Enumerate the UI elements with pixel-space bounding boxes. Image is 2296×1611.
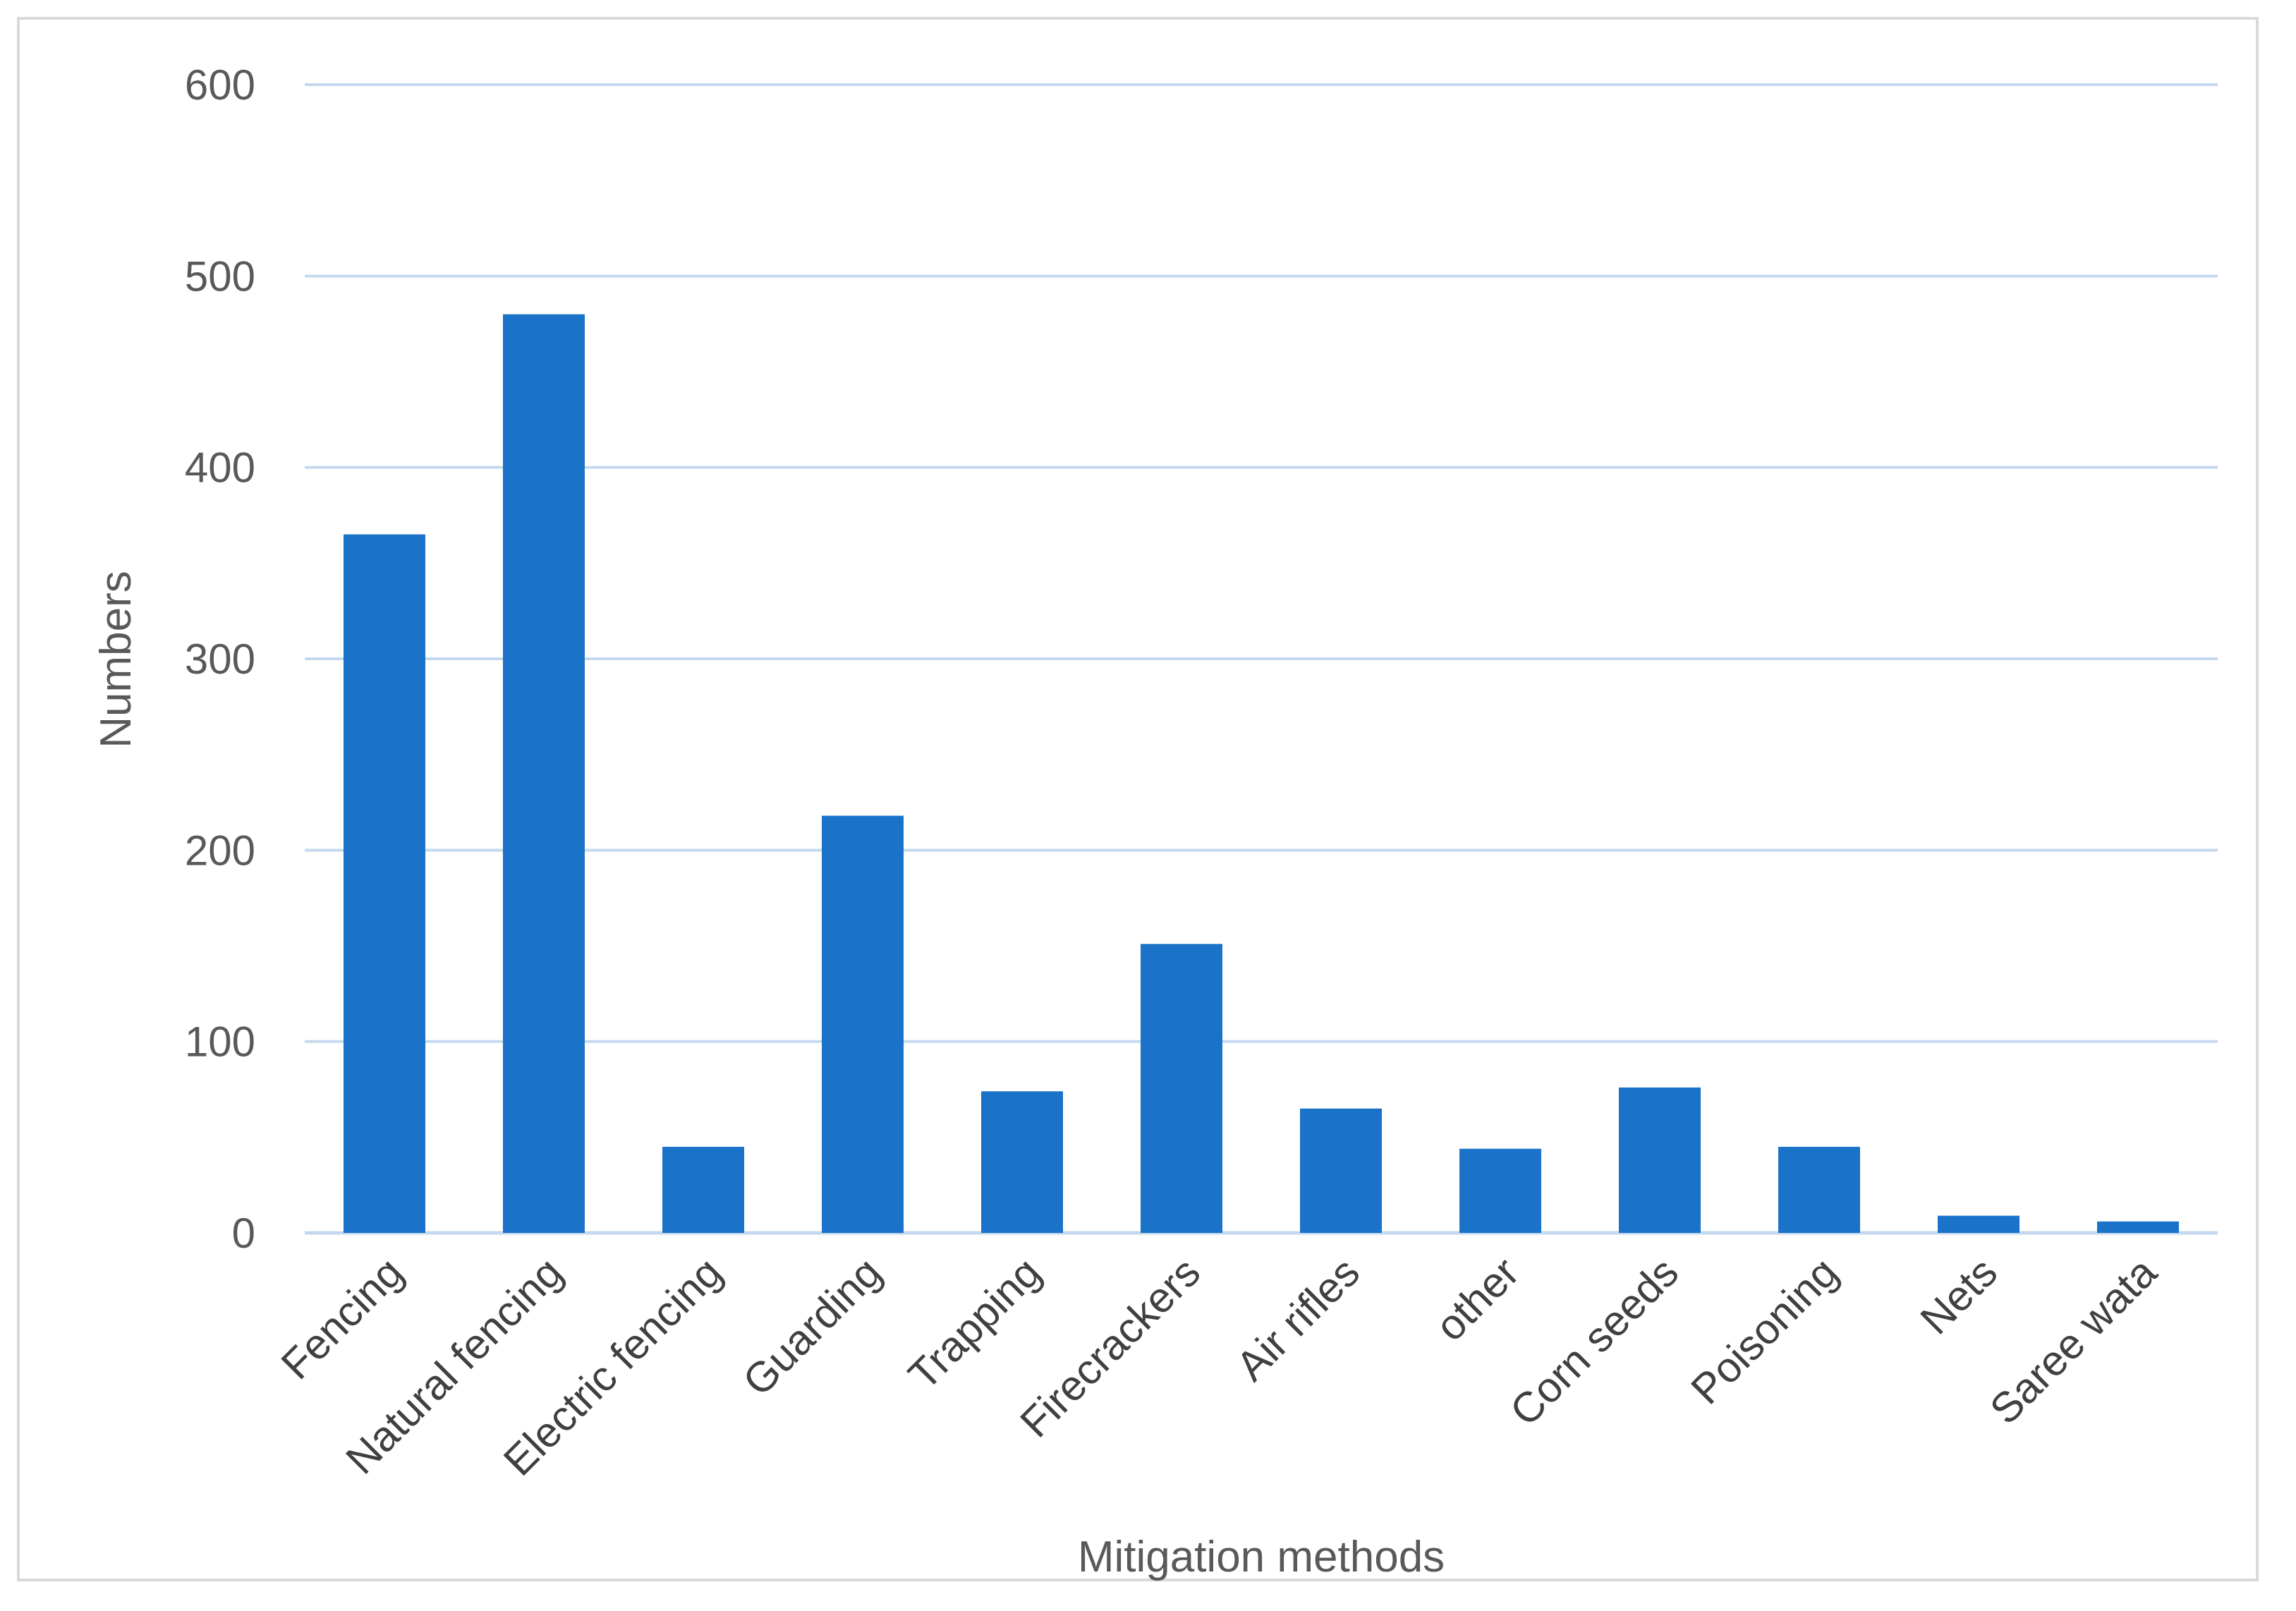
x-tick-label: Trapping xyxy=(899,1248,1050,1399)
bar-poisoning xyxy=(1778,1146,1860,1233)
bar-electric-fencing xyxy=(662,1146,744,1233)
x-tick-label: Poisoning xyxy=(1682,1248,1847,1414)
bar-firecrackers xyxy=(1141,944,1222,1233)
bar-corn-seeds xyxy=(1619,1087,1701,1233)
x-tick-label: Nets xyxy=(1912,1248,2007,1344)
y-tick-label: 500 xyxy=(185,253,255,300)
y-axis-tick-labels: 0 100 200 300 400 500 600 xyxy=(185,61,255,1257)
bar-trapping xyxy=(981,1091,1063,1233)
bar-fencing xyxy=(344,534,425,1233)
bar-saree-wata xyxy=(2097,1221,2179,1233)
x-tick-label: Saree wata xyxy=(1981,1248,2166,1433)
bar-guarding xyxy=(822,815,904,1233)
x-tick-label: Guarding xyxy=(734,1248,890,1405)
bar-nets xyxy=(1938,1215,2019,1233)
bars xyxy=(344,314,2179,1234)
y-tick-label: 200 xyxy=(185,827,255,874)
x-tick-label: Fencing xyxy=(272,1248,412,1388)
gridlines xyxy=(305,83,2218,1235)
bar-natural-fencing xyxy=(503,314,585,1234)
y-tick-label: 100 xyxy=(185,1019,255,1066)
x-tick-label: other xyxy=(1426,1248,1528,1350)
x-tick-label: Corn seeds xyxy=(1501,1248,1687,1435)
x-tick-label: Air rifles xyxy=(1227,1248,1369,1390)
y-axis-title: Numbers xyxy=(92,571,140,748)
y-tick-label: 600 xyxy=(185,61,255,109)
x-axis-title: Mitigation methods xyxy=(1078,1533,1445,1581)
y-tick-label: 0 xyxy=(232,1210,255,1257)
y-tick-label: 300 xyxy=(185,636,255,683)
bar-other xyxy=(1459,1148,1541,1233)
bar-air-rifles xyxy=(1300,1108,1382,1233)
y-tick-label: 400 xyxy=(185,444,255,492)
